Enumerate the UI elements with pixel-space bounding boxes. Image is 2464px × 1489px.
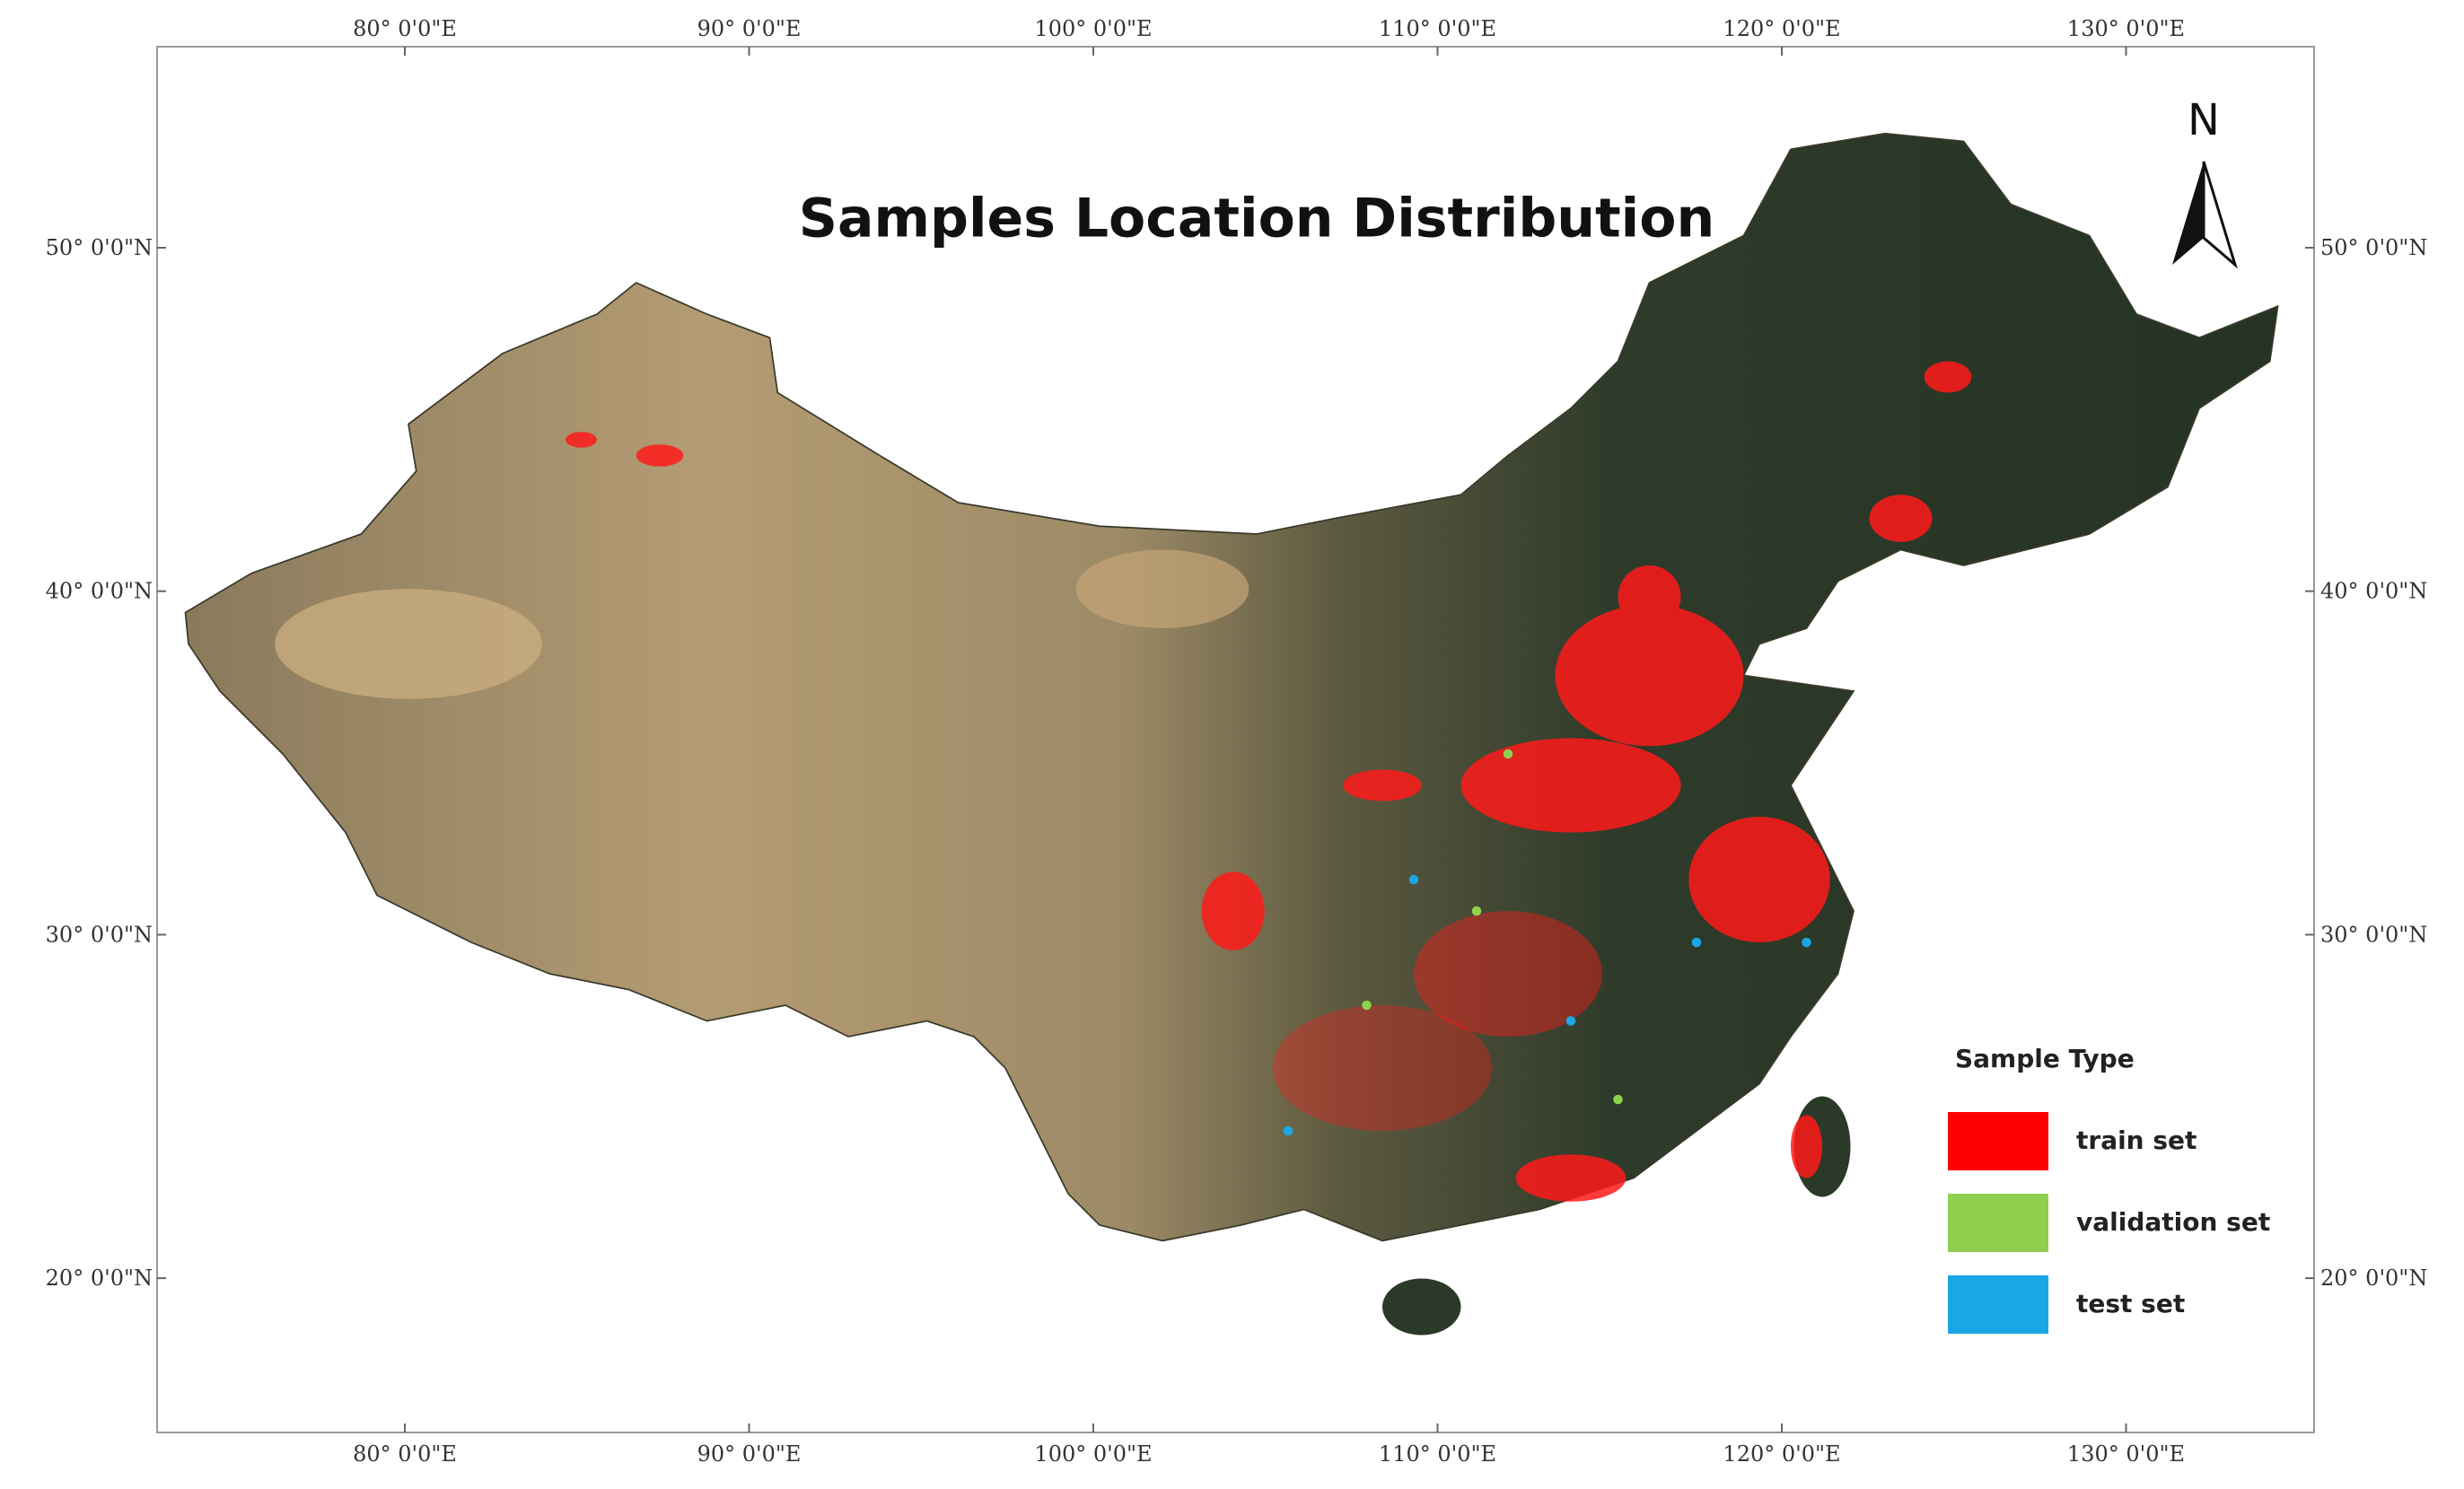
- longitude-label-top: 120° 0'0"E: [1723, 16, 1840, 41]
- latitude-label-left: 30° 0'0"N: [46, 922, 153, 947]
- longitude-label-bottom: 90° 0'0"E: [697, 1441, 802, 1467]
- north-arrow: N: [2172, 95, 2238, 269]
- north-arrow-right: [2202, 161, 2238, 269]
- latitude-label-left: 20° 0'0"N: [46, 1266, 153, 1291]
- longitude-label-top: 90° 0'0"E: [697, 16, 802, 41]
- longitude-label-bottom: 80° 0'0"E: [353, 1441, 457, 1467]
- latitude-label-right: 40° 0'0"N: [2320, 579, 2427, 604]
- longitude-label-top: 110° 0'0"E: [1379, 16, 1496, 41]
- longitude-label-top: 100° 0'0"E: [1034, 16, 1152, 41]
- validation-points: [1362, 749, 1623, 1105]
- legend-swatch: [1948, 1194, 2048, 1252]
- longitude-label-bottom: 110° 0'0"E: [1379, 1441, 1496, 1467]
- north-arrow-left: [2172, 162, 2204, 265]
- taklamakan-desert: [275, 589, 542, 699]
- latitude-label-left: 40° 0'0"N: [46, 579, 153, 604]
- longitude-label-bottom: 100° 0'0"E: [1034, 1441, 1152, 1467]
- latitude-label-left: 50° 0'0"N: [46, 235, 153, 260]
- legend-label: test set: [2076, 1289, 2185, 1318]
- map-frame: [156, 46, 2315, 1433]
- latitude-label-right: 30° 0'0"N: [2320, 922, 2427, 947]
- hainan: [1382, 1278, 1461, 1336]
- map-title: Samples Location Distribution: [799, 188, 1714, 250]
- legend-swatch: [1948, 1275, 2048, 1334]
- longitude-label-top: 130° 0'0"E: [2067, 16, 2185, 41]
- legend-title: Sample Type: [1955, 1044, 2135, 1073]
- longitude-label-top: 80° 0'0"E: [353, 16, 457, 41]
- latitude-label-right: 20° 0'0"N: [2320, 1266, 2427, 1291]
- longitude-label-bottom: 130° 0'0"E: [2067, 1441, 2185, 1467]
- north-label: N: [2188, 95, 2220, 145]
- legend-label: train set: [2076, 1126, 2197, 1155]
- sample-points: [566, 361, 1972, 1202]
- longitude-label-bottom: 120° 0'0"E: [1723, 1441, 1840, 1467]
- legend-label: validation set: [2076, 1207, 2270, 1237]
- desert: [1075, 549, 1250, 628]
- china-landmass: [184, 132, 2279, 1242]
- latitude-label-right: 50° 0'0"N: [2320, 235, 2427, 260]
- legend-swatch: [1948, 1112, 2048, 1170]
- test-points: [1283, 874, 1811, 1136]
- china-map: [184, 132, 2279, 1336]
